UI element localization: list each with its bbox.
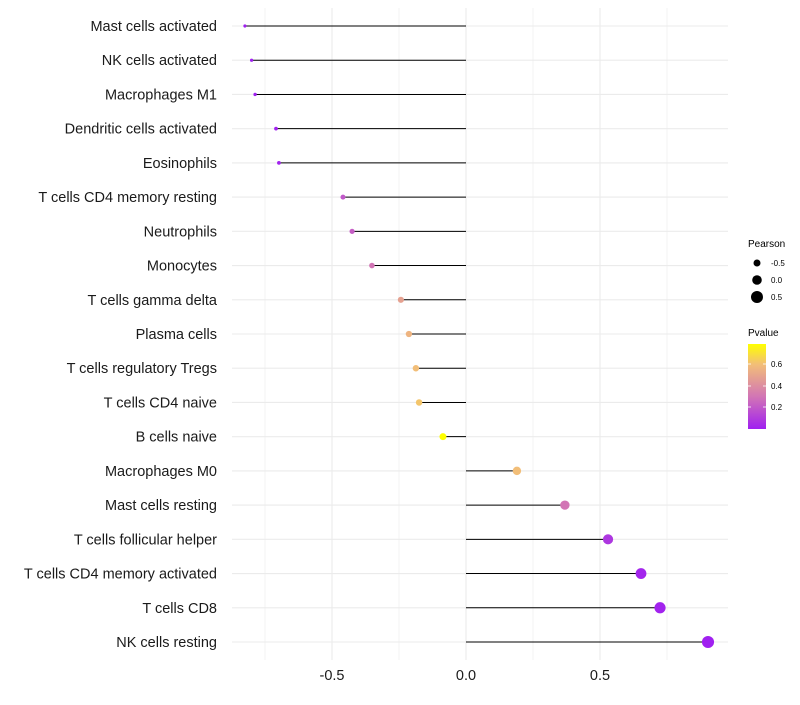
lollipop-point bbox=[397, 296, 404, 303]
legend-size-swatch bbox=[751, 291, 763, 303]
lollipop-point bbox=[277, 160, 281, 165]
y-tick-label: T cells regulatory Tregs bbox=[67, 361, 217, 377]
y-tick-label: Mast cells resting bbox=[105, 498, 217, 514]
x-tick-label: 0.5 bbox=[590, 668, 610, 684]
lollipop-point bbox=[405, 330, 413, 338]
lollipop-point bbox=[340, 194, 346, 200]
legend-color-label: 0.6 bbox=[771, 360, 783, 369]
y-tick-label: Mast cells activated bbox=[90, 19, 217, 35]
legend-color-label: 0.4 bbox=[771, 382, 783, 391]
lollipop-point bbox=[243, 24, 247, 28]
y-tick-label: T cells CD8 bbox=[142, 601, 217, 617]
lollipop-point bbox=[369, 262, 375, 269]
legend-size-label: -0.5 bbox=[771, 259, 785, 268]
legend: Pearson -0.5 0.0 0.5 Pvalue 0.6 0.4 0.2 bbox=[748, 239, 785, 429]
y-tick-label: T cells gamma delta bbox=[88, 293, 218, 309]
marks bbox=[243, 24, 715, 649]
grid bbox=[232, 8, 728, 660]
lollipop-point bbox=[412, 364, 420, 372]
y-tick-label: T cells follicular helper bbox=[74, 532, 217, 548]
y-axis-labels: Mast cells activated NK cells activated Ma… bbox=[24, 19, 218, 651]
lollipop-point bbox=[701, 635, 715, 649]
y-tick-label: NK cells resting bbox=[116, 635, 217, 651]
x-tick-label: 0.0 bbox=[456, 668, 476, 684]
lollipop-point bbox=[415, 399, 423, 406]
lollipop-point bbox=[560, 500, 570, 510]
y-tick-label: Eosinophils bbox=[143, 156, 217, 172]
lollipop-point bbox=[654, 602, 666, 614]
y-tick-label: Neutrophils bbox=[144, 224, 217, 240]
y-tick-label: B cells naive bbox=[136, 430, 217, 446]
legend-colorbar bbox=[748, 344, 766, 429]
legend-color-title: Pvalue bbox=[748, 328, 779, 339]
y-tick-label: Macrophages M0 bbox=[105, 464, 217, 480]
legend-color-label: 0.2 bbox=[771, 403, 783, 412]
y-tick-label: NK cells activated bbox=[102, 53, 217, 69]
x-tick-label: -0.5 bbox=[320, 668, 345, 684]
y-tick-label: Plasma cells bbox=[136, 327, 217, 343]
y-tick-label: T cells CD4 naive bbox=[104, 395, 217, 411]
legend-size-title: Pearson bbox=[748, 239, 785, 250]
lollipop-point bbox=[602, 534, 614, 545]
lollipop-point bbox=[439, 433, 447, 441]
y-tick-label: Dendritic cells activated bbox=[65, 122, 217, 138]
y-tick-label: Macrophages M1 bbox=[105, 87, 217, 103]
legend-size-label: 0.5 bbox=[771, 293, 783, 302]
x-axis-labels: -0.5 0.0 0.5 bbox=[320, 668, 611, 684]
legend-size-swatch bbox=[752, 275, 762, 285]
legend-size-label: 0.0 bbox=[771, 276, 783, 285]
y-tick-label: T cells CD4 memory activated bbox=[24, 567, 217, 583]
lollipop-point bbox=[249, 58, 254, 62]
legend-size-swatch bbox=[753, 259, 761, 267]
y-tick-label: Monocytes bbox=[147, 259, 217, 275]
lollipop-point bbox=[635, 568, 647, 579]
lollipop-point bbox=[349, 228, 355, 234]
y-tick-label: T cells CD4 memory resting bbox=[38, 190, 217, 206]
lollipop-point bbox=[253, 92, 257, 97]
lollipop-point bbox=[274, 126, 278, 131]
lollipop-point bbox=[512, 466, 522, 476]
